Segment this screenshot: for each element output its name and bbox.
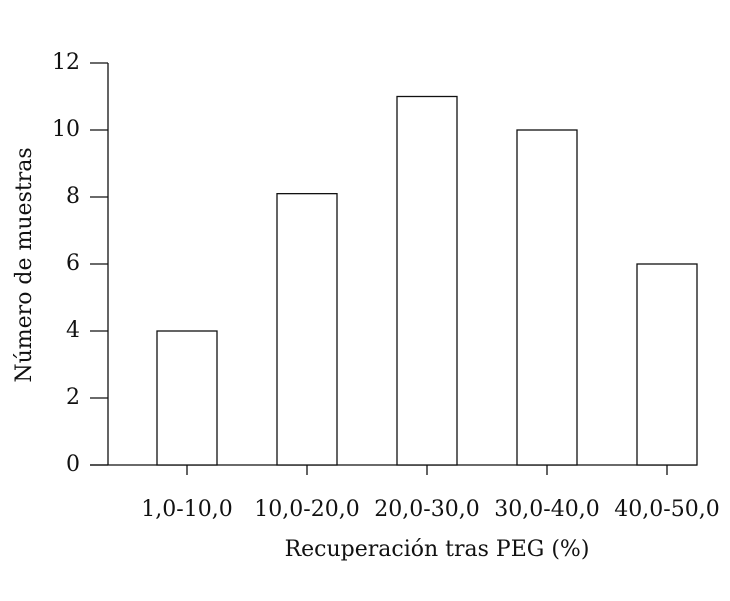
x-tick-label: 40,0-50,0 [614, 497, 719, 522]
y-tick-label: 2 [66, 385, 80, 410]
bar [516, 129, 578, 466]
y-axis-label: Número de muestras [12, 147, 37, 382]
bar [276, 192, 338, 466]
bar [396, 95, 458, 466]
x-axis-label: Recuperación tras PEG (%) [285, 537, 590, 562]
y-tick-label: 12 [52, 50, 80, 75]
y-tick-label: 8 [66, 184, 80, 209]
y-tick-label: 4 [66, 318, 80, 343]
y-tick-label: 10 [52, 117, 80, 142]
bar [156, 330, 218, 466]
bar [636, 263, 698, 466]
x-tick-label: 30,0-40,0 [494, 497, 599, 522]
y-tick-label: 6 [66, 251, 80, 276]
x-tick-label: 10,0-20,0 [254, 497, 359, 522]
y-tick-label: 0 [66, 452, 80, 477]
x-tick-label: 20,0-30,0 [374, 497, 479, 522]
x-tick-label: 1,0-10,0 [141, 497, 232, 522]
